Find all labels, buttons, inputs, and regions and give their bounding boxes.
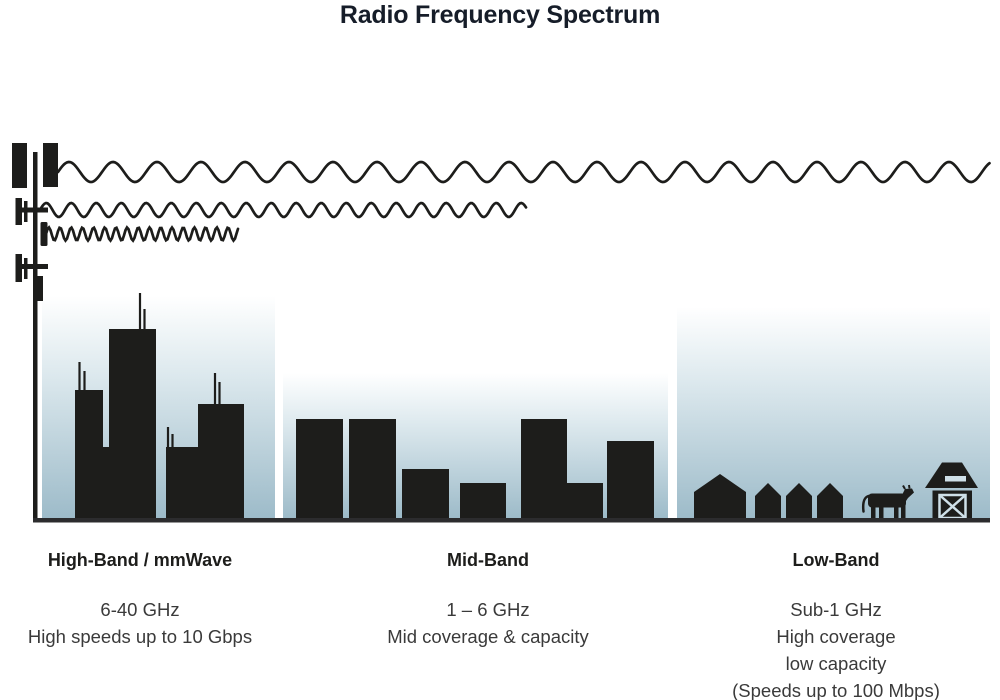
cow-icon (861, 484, 914, 518)
low-band-caption: Low-Band Sub-1 GHz High coverage low cap… (711, 551, 961, 700)
low-band-title: Low-Band (792, 550, 880, 570)
mid-band-frequency: 1 – 6 GHz (446, 599, 530, 620)
high-band-short-wavelength-wave (44, 225, 240, 243)
low-band-description-2: low capacity (785, 653, 887, 674)
mid-band-caption: Mid-Band 1 – 6 GHz Mid coverage & capaci… (363, 551, 613, 650)
high-band-caption: High-Band / mmWave 6-40 GHz High speeds … (15, 551, 265, 650)
mid-band-title: Mid-Band (447, 550, 529, 570)
page-title: Radio Frequency Spectrum (339, 1, 661, 29)
ground-line (33, 518, 990, 523)
low-band-long-wavelength-wave (56, 160, 991, 184)
city-skyline-icon (75, 293, 244, 518)
houses-icon (694, 474, 843, 518)
cell-tower-icon (12, 143, 58, 518)
mid-band-description: Mid coverage & capacity (387, 626, 589, 647)
low-band-description-1: High coverage (776, 626, 896, 647)
town-skyline-icon (296, 419, 654, 518)
high-band-description: High speeds up to 10 Gbps (27, 626, 253, 647)
radio-waves (38, 160, 991, 243)
low-band-frequency: Sub-1 GHz (790, 599, 882, 620)
barn-icon (925, 462, 978, 520)
low-band-description-3: (Speeds up to 100 Mbps) (732, 680, 940, 700)
high-band-title: High-Band / mmWave (47, 550, 233, 570)
mid-band-medium-wavelength-wave (38, 201, 528, 219)
high-band-frequency: 6-40 GHz (100, 599, 180, 620)
